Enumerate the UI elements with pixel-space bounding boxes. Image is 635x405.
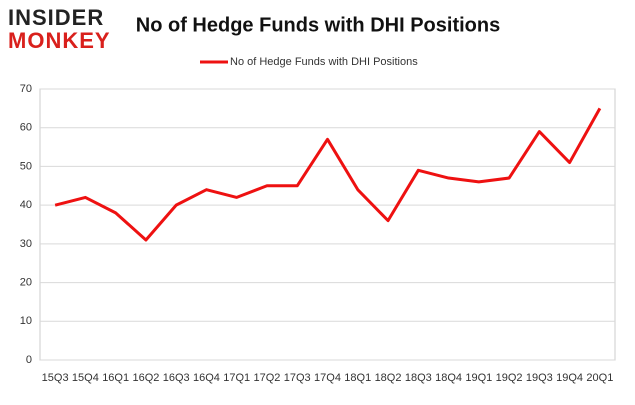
x-tick-label: 17Q1 xyxy=(223,372,250,384)
y-tick-label: 30 xyxy=(20,238,32,250)
logo-line2: MONKEY xyxy=(8,28,111,53)
x-tick-label: 17Q2 xyxy=(254,372,281,384)
x-tick-label: 16Q4 xyxy=(193,372,220,384)
x-tick-label: 19Q4 xyxy=(556,372,583,384)
x-tick-label: 15Q3 xyxy=(42,372,69,384)
y-tick-label: 50 xyxy=(20,160,32,172)
x-tick-label: 19Q2 xyxy=(496,372,523,384)
x-tick-label: 16Q3 xyxy=(163,372,190,384)
y-tick-label: 70 xyxy=(20,83,32,95)
logo-line1: INSIDER xyxy=(8,5,104,30)
y-tick-label: 10 xyxy=(20,315,32,327)
x-tick-label: 16Q2 xyxy=(132,372,159,384)
plot-frame xyxy=(39,88,616,361)
x-tick-label: 19Q3 xyxy=(526,372,553,384)
y-tick-label: 40 xyxy=(20,199,32,211)
x-tick-label: 16Q1 xyxy=(102,372,129,384)
x-tick-label: 18Q4 xyxy=(435,372,462,384)
y-tick-label: 0 xyxy=(26,354,32,366)
y-tick-label: 60 xyxy=(20,122,32,134)
x-tick-label: 18Q1 xyxy=(344,372,371,384)
x-tick-label: 20Q1 xyxy=(586,372,613,384)
chart-title: No of Hedge Funds with DHI Positions xyxy=(136,14,500,36)
x-tick-label: 17Q4 xyxy=(314,372,341,384)
x-tick-label: 18Q2 xyxy=(375,372,402,384)
x-tick-label: 15Q4 xyxy=(72,372,99,384)
x-tick-label: 19Q1 xyxy=(465,372,492,384)
data-line xyxy=(54,107,602,242)
y-tick-label: 20 xyxy=(20,276,32,288)
x-tick-label: 17Q3 xyxy=(284,372,311,384)
legend-label: No of Hedge Funds with DHI Positions xyxy=(230,56,418,68)
x-tick-label: 18Q3 xyxy=(405,372,432,384)
